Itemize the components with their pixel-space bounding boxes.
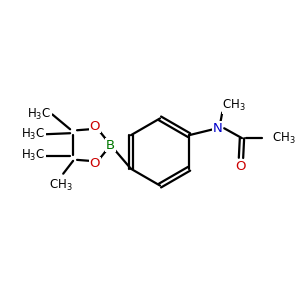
- Text: B: B: [106, 139, 115, 152]
- Text: CH$_3$: CH$_3$: [272, 130, 295, 146]
- Text: O: O: [236, 160, 246, 173]
- Text: O: O: [90, 120, 100, 133]
- Text: H$_3$C: H$_3$C: [21, 148, 45, 164]
- Text: CH$_3$: CH$_3$: [50, 178, 73, 193]
- Text: H$_3$C: H$_3$C: [21, 127, 45, 142]
- Text: CH$_3$: CH$_3$: [222, 98, 246, 113]
- Text: O: O: [90, 157, 100, 170]
- Text: H$_3$C: H$_3$C: [27, 107, 51, 122]
- Text: N: N: [212, 122, 222, 135]
